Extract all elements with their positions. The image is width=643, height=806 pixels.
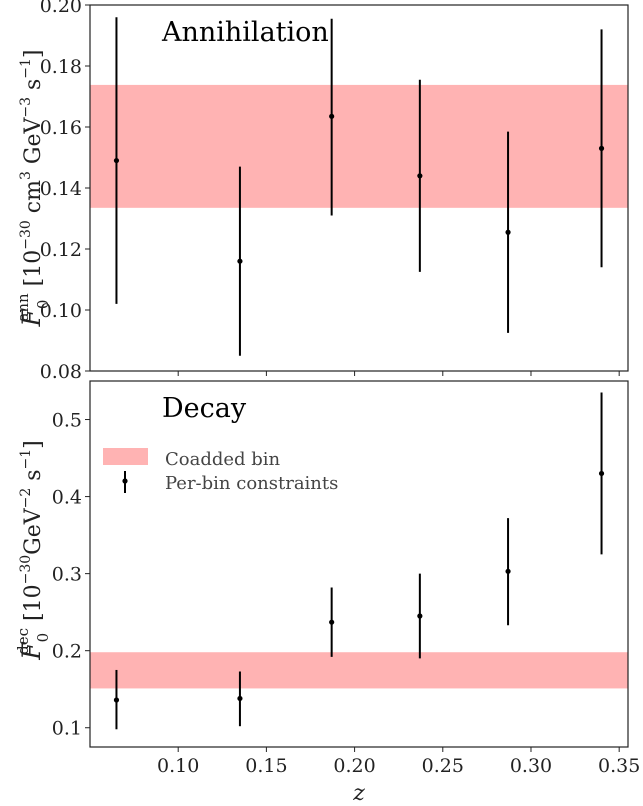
decay-y-tick-label: 0.3 bbox=[52, 564, 82, 586]
decay-data-point bbox=[237, 695, 243, 702]
x-tick-label: 0.35 bbox=[598, 755, 640, 777]
decay-y-tick-label: 0.4 bbox=[52, 487, 82, 509]
annihilation-y-tick-label: 0.20 bbox=[40, 0, 82, 17]
decay-data-point bbox=[598, 470, 605, 477]
x-tick-label: 0.20 bbox=[333, 755, 375, 777]
annihilation-y-axis-label: F0ann [10−30 cm3 GeV−3 s−1] bbox=[14, 49, 52, 327]
legend-per-bin-label: Per-bin constraints bbox=[165, 473, 338, 494]
annihilation-data-point bbox=[505, 229, 511, 235]
x-tick-label: 0.10 bbox=[157, 755, 199, 777]
x-tick-label: 0.30 bbox=[510, 755, 552, 777]
decay-coadded-band bbox=[90, 652, 628, 689]
annihilation-data-point bbox=[329, 113, 335, 119]
decay-plot-frame bbox=[89, 380, 629, 748]
decay-data-point bbox=[113, 697, 120, 703]
annihilation-title: Annihilation bbox=[161, 17, 329, 48]
annihilation-y-tick-label: 0.14 bbox=[40, 178, 82, 200]
x-tick-label: 0.25 bbox=[422, 755, 464, 777]
annihilation-y-tick-label: 0.16 bbox=[40, 117, 82, 139]
annihilation-y-tick-label: 0.10 bbox=[40, 300, 82, 322]
decay-data-point bbox=[417, 613, 423, 619]
decay-title: Decay bbox=[162, 393, 247, 424]
decay-panel: 0.10.20.30.40.50.10 0.15 0.20 0.25 0.30 0.35 … bbox=[14, 380, 640, 806]
annihilation-y-tick-label: 0.18 bbox=[40, 56, 82, 78]
decay-y-tick-label: 0.5 bbox=[52, 410, 82, 432]
x-tick-label: 0.15 bbox=[245, 755, 287, 777]
decay-y-axis-label: F0dec [10−30GeV−2 s−1] bbox=[14, 440, 52, 661]
annihilation-data-point bbox=[113, 157, 120, 164]
annihilation-data-point bbox=[237, 258, 243, 264]
legend-coadded-bin-swatch bbox=[103, 448, 148, 465]
annihilation-y-tick-label: 0.08 bbox=[40, 361, 82, 383]
legend-coadded-bin-label: Coadded bin bbox=[165, 449, 281, 470]
annihilation-data-point bbox=[598, 145, 605, 151]
annihilation-panel: 0.08 0.10 0.12 0.14 0.16 0.18 0.20 Annihilatio… bbox=[14, 0, 629, 383]
decay-data-point bbox=[329, 619, 335, 625]
decay-y-tick-label: 0.2 bbox=[52, 641, 82, 663]
decay-data-point bbox=[505, 568, 511, 574]
annihilation-coadded-band bbox=[90, 84, 628, 208]
legend-per-bin-marker bbox=[122, 478, 128, 484]
annihilation-y-tick-label: 0.12 bbox=[40, 239, 82, 261]
decay-y-tick-label: 0.1 bbox=[52, 718, 82, 740]
x-axis-label: z bbox=[352, 781, 365, 806]
legend: Coadded bin Per-bin constraints bbox=[103, 448, 338, 494]
annihilation-data-point bbox=[417, 173, 423, 179]
